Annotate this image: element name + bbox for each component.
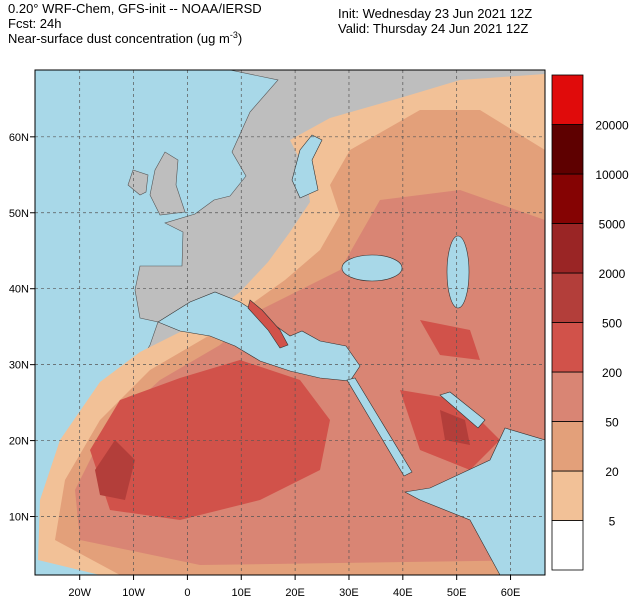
colorbar-bin: [551, 223, 584, 274]
field-text: Near-surface dust concentration (ug m: [8, 31, 230, 46]
map-frame: [34, 69, 546, 576]
valid-time: Valid: Thursday 24 Jun 2021 12Z: [338, 21, 528, 36]
colorbar-label: 200: [602, 366, 622, 380]
x-tick-label: 60E: [501, 587, 521, 599]
colorbar-label: 5: [609, 515, 616, 529]
caspian-sea: [446, 235, 470, 309]
black-sea: [341, 254, 403, 282]
model-title: 0.20° WRF-Chem, GFS-init -- NOAA/IERSD: [8, 1, 262, 16]
colorbar-bin: [551, 371, 584, 422]
baltic-sea: [291, 134, 323, 199]
x-tick-label: 0: [184, 587, 190, 599]
x-tick-label: 30E: [339, 587, 359, 599]
x-tick-label: 20E: [285, 587, 305, 599]
persian-gulf: [439, 391, 486, 429]
colorbar-bin: [551, 272, 584, 323]
colorbar-bin: [551, 470, 584, 521]
colorbar-bin: [551, 520, 584, 571]
colorbar-label: 50: [605, 416, 619, 430]
colorbar-label: 2000: [599, 267, 626, 281]
mediterranean: [157, 291, 361, 382]
forecast-hour: Fcst: 24h: [8, 16, 61, 31]
colorbar-bin: [551, 124, 584, 175]
colorbar-label: 500: [602, 317, 622, 331]
map-area: [35, 70, 545, 575]
british-isles: [127, 151, 186, 216]
field-end: ): [238, 31, 242, 46]
x-tick-label: 20W: [68, 587, 91, 599]
y-tick-label: 50N: [9, 208, 29, 220]
colorbar-label: 5000: [599, 218, 626, 232]
x-tick-label: 10W: [122, 587, 145, 599]
colorbar-label: 10000: [595, 168, 629, 182]
arabian-sea: [404, 427, 545, 575]
x-tick-label: 10E: [231, 587, 251, 599]
colorbar-bin: [551, 421, 584, 472]
colorbar: 5 20 50 200 500 2000 5000 10000 20000: [551, 74, 629, 571]
x-tick-label: 40E: [393, 587, 413, 599]
y-tick-label: 40N: [9, 284, 29, 296]
colorbar-bin: [551, 173, 584, 224]
field-superscript: -3: [230, 30, 238, 40]
colorbar-label: 20000: [595, 119, 629, 133]
colorbar-bin: [551, 74, 584, 125]
y-tick-label: 30N: [9, 360, 29, 372]
field-title: Near-surface dust concentration (ug m-3): [8, 30, 242, 46]
init-time: Init: Wednesday 23 Jun 2021 12Z: [338, 6, 532, 21]
graticule: [35, 70, 545, 575]
colorbar-bin: [551, 322, 584, 373]
red-sea: [346, 377, 413, 477]
x-tick-label: 50E: [447, 587, 467, 599]
italy: [247, 299, 289, 349]
colorbar-label: 20: [605, 465, 619, 479]
y-tick-label: 20N: [9, 436, 29, 448]
y-tick-label: 60N: [9, 132, 29, 144]
y-tick-label: 10N: [9, 512, 29, 524]
